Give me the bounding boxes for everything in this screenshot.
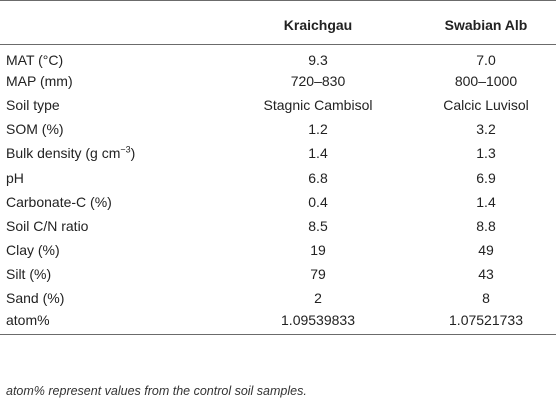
table-row: SOM (%) 1.2 3.2 [0, 117, 556, 141]
table-row: Carbonate-C (%) 0.4 1.4 [0, 190, 556, 214]
table-row: MAP (mm) 720–830 800–1000 [0, 69, 556, 93]
table-row: atom% 1.09539833 1.07521733 [0, 310, 556, 336]
header-property [0, 0, 220, 45]
kraichgau-value: 79 [310, 266, 326, 283]
kraichgau-value: 9.3 [308, 51, 328, 68]
row-label: Clay (%) [6, 242, 60, 259]
swabian-alb-value: 6.9 [476, 169, 496, 186]
table-row: MAT (°C) 9.3 7.0 [0, 45, 556, 69]
table-footnote: atom% represent values from the control … [6, 384, 307, 398]
kraichgau-value: Stagnic Cambisol [263, 96, 373, 113]
row-label: Soil type [6, 96, 60, 113]
swabian-alb-value: 8 [482, 290, 490, 307]
swabian-alb-value: 1.07521733 [416, 310, 556, 336]
kraichgau-value: 720–830 [290, 72, 346, 89]
swabian-alb-value: 1.3 [476, 145, 496, 162]
row-label: Soil C/N ratio [6, 217, 89, 234]
row-label: Silt (%) [6, 266, 52, 283]
kraichgau-value: 1.4 [308, 145, 328, 162]
swabian-alb-value: 800–1000 [454, 72, 518, 89]
kraichgau-value: 1.09539833 [220, 310, 416, 336]
swabian-alb-value: 1.4 [476, 193, 496, 210]
swabian-alb-value: Calcic Luvisol [443, 96, 529, 113]
row-label-text: Bulk density (g cm [6, 145, 121, 162]
table-row: pH 6.8 6.9 [0, 165, 556, 189]
kraichgau-value: 0.4 [308, 193, 328, 210]
row-label: SOM (%) [6, 121, 64, 138]
swabian-alb-value: 3.2 [476, 121, 496, 138]
row-label: Carbonate-C (%) [6, 193, 112, 210]
swabian-alb-value: 43 [478, 266, 494, 283]
table-row: Soil C/N ratio 8.5 8.8 [0, 214, 556, 238]
soil-properties-table-container: Kraichgau Swabian Alb MAT (°C) 9.3 7.0 M… [0, 0, 556, 336]
kraichgau-value: 6.8 [308, 169, 328, 186]
swabian-alb-value: 7.0 [476, 51, 496, 68]
row-label: Bulk density (g cm−3) [0, 141, 220, 165]
table-row: Sand (%) 2 8 [0, 286, 556, 310]
header-kraichgau: Kraichgau [220, 0, 416, 45]
row-label-superscript: −3 [120, 144, 131, 155]
table-row: Silt (%) 79 43 [0, 262, 556, 286]
kraichgau-value: 8.5 [308, 217, 328, 234]
kraichgau-value: 1.2 [308, 121, 328, 138]
row-label: Sand (%) [6, 290, 65, 307]
table-header-row: Kraichgau Swabian Alb [0, 0, 556, 45]
table-row: Soil type Stagnic Cambisol Calcic Luviso… [0, 93, 556, 117]
table-row: Clay (%) 19 49 [0, 238, 556, 262]
swabian-alb-value: 8.8 [476, 217, 496, 234]
row-label: MAP (mm) [6, 72, 73, 89]
swabian-alb-value: 49 [478, 242, 494, 259]
kraichgau-value: 2 [314, 290, 322, 307]
row-label: pH [6, 169, 24, 186]
row-label: atom% [0, 310, 220, 336]
header-swabian-alb: Swabian Alb [416, 0, 556, 45]
row-label-suffix: ) [130, 145, 136, 162]
soil-properties-table: Kraichgau Swabian Alb MAT (°C) 9.3 7.0 M… [0, 0, 556, 336]
row-label: MAT (°C) [6, 51, 64, 68]
table-row: Bulk density (g cm−3) 1.4 1.3 [0, 141, 556, 165]
kraichgau-value: 19 [310, 242, 326, 259]
